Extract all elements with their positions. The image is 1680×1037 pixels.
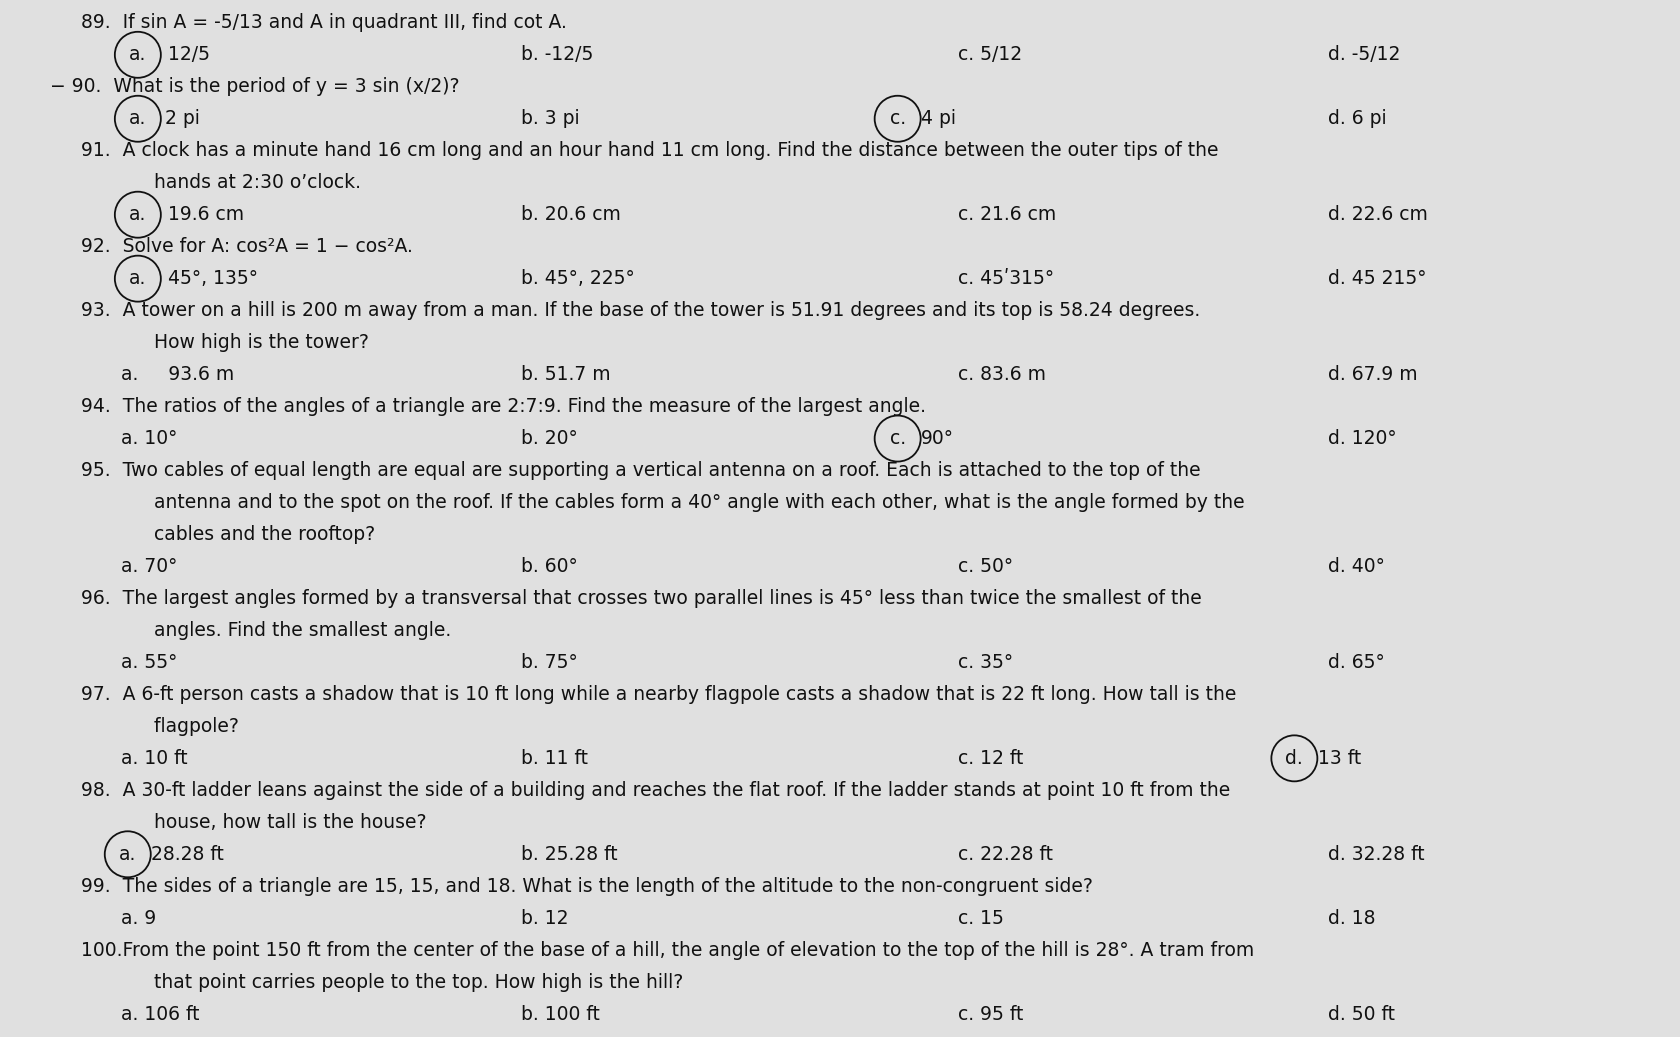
Text: 100.From the point 150 ft from the center of the base of a hill, the angle of el: 100.From the point 150 ft from the cente… (81, 941, 1253, 959)
Text: b. -12/5: b. -12/5 (521, 46, 593, 64)
Text: c. 95 ft: c. 95 ft (958, 1005, 1023, 1024)
Text: 19.6 cm: 19.6 cm (168, 205, 244, 224)
Text: c.: c. (889, 429, 906, 448)
Text: 94.  The ratios of the angles of a triangle are 2:7:9. Find the measure of the l: 94. The ratios of the angles of a triang… (81, 397, 926, 416)
Text: 99.  The sides of a triangle are 15, 15, and 18. What is the length of the altit: 99. The sides of a triangle are 15, 15, … (81, 876, 1092, 896)
Text: b. 100 ft: b. 100 ft (521, 1005, 600, 1024)
Text: b. 25.28 ft: b. 25.28 ft (521, 845, 617, 864)
Text: b. 3 pi: b. 3 pi (521, 109, 580, 129)
Text: a.: a. (129, 270, 146, 288)
Text: d. 18: d. 18 (1327, 908, 1374, 928)
Text: cables and the rooftop?: cables and the rooftop? (118, 525, 375, 544)
Text: 92.  Solve for A: cos²A = 1 − cos²A.: 92. Solve for A: cos²A = 1 − cos²A. (81, 237, 412, 256)
Text: 28.28 ft: 28.28 ft (151, 845, 223, 864)
Text: b. 51.7 m: b. 51.7 m (521, 365, 610, 384)
Text: b. 20.6 cm: b. 20.6 cm (521, 205, 620, 224)
Text: 2 pi: 2 pi (165, 109, 200, 129)
Text: c. 83.6 m: c. 83.6 m (958, 365, 1045, 384)
Text: 97.  A 6-ft person casts a shadow that is 10 ft long while a nearby flagpole cas: 97. A 6-ft person casts a shadow that is… (81, 684, 1235, 704)
Text: c. 5/12: c. 5/12 (958, 46, 1021, 64)
Text: b. 20°: b. 20° (521, 429, 578, 448)
Text: a. 9: a. 9 (121, 908, 156, 928)
Text: hands at 2:30 o’clock.: hands at 2:30 o’clock. (118, 173, 361, 192)
Text: d. 65°: d. 65° (1327, 653, 1384, 672)
Text: angles. Find the smallest angle.: angles. Find the smallest angle. (118, 621, 450, 640)
Text: 89.  If sin A = -5/13 and A in quadrant III, find cot A.: 89. If sin A = -5/13 and A in quadrant I… (81, 13, 566, 32)
Text: 91.  A clock has a minute hand 16 cm long and an hour hand 11 cm long. Find the : 91. A clock has a minute hand 16 cm long… (81, 141, 1218, 161)
Text: 93.  A tower on a hill is 200 m away from a man. If the base of the tower is 51.: 93. A tower on a hill is 200 m away from… (81, 301, 1200, 320)
Text: 98.  A 30-ft ladder leans against the side of a building and reaches the flat ro: 98. A 30-ft ladder leans against the sid… (81, 781, 1230, 800)
Text: a.: a. (129, 205, 146, 224)
Text: b. 60°: b. 60° (521, 557, 578, 576)
Text: a. 10 ft: a. 10 ft (121, 749, 188, 767)
Text: a.: a. (129, 109, 146, 129)
Text: a. 70°: a. 70° (121, 557, 178, 576)
Text: c. 15: c. 15 (958, 908, 1003, 928)
Text: 95.  Two cables of equal length are equal are supporting a vertical antenna on a: 95. Two cables of equal length are equal… (81, 461, 1200, 480)
Text: d. 22.6 cm: d. 22.6 cm (1327, 205, 1426, 224)
Text: a.: a. (129, 46, 146, 64)
Text: d. -5/12: d. -5/12 (1327, 46, 1399, 64)
Text: d. 50 ft: d. 50 ft (1327, 1005, 1394, 1024)
Text: 4 pi: 4 pi (921, 109, 956, 129)
Text: 45°, 135°: 45°, 135° (168, 270, 259, 288)
Text: How high is the tower?: How high is the tower? (118, 333, 368, 353)
Text: d. 120°: d. 120° (1327, 429, 1396, 448)
Text: c. 45ʹ315°: c. 45ʹ315° (958, 270, 1053, 288)
Text: − 90.  What is the period of y = 3 sin (x/2)?: − 90. What is the period of y = 3 sin (x… (50, 78, 460, 96)
Text: flagpole?: flagpole? (118, 717, 239, 736)
Text: a. 106 ft: a. 106 ft (121, 1005, 200, 1024)
Text: b. 45°, 225°: b. 45°, 225° (521, 270, 635, 288)
Text: house, how tall is the house?: house, how tall is the house? (118, 813, 427, 832)
Text: c. 35°: c. 35° (958, 653, 1013, 672)
Text: c. 12 ft: c. 12 ft (958, 749, 1023, 767)
Text: a.     93.6 m: a. 93.6 m (121, 365, 234, 384)
Text: a. 10°: a. 10° (121, 429, 178, 448)
Text: 90°: 90° (921, 429, 954, 448)
Text: d. 45 215°: d. 45 215° (1327, 270, 1426, 288)
Text: d. 40°: d. 40° (1327, 557, 1384, 576)
Text: b. 12: b. 12 (521, 908, 568, 928)
Text: a.: a. (119, 845, 136, 864)
Text: b. 11 ft: b. 11 ft (521, 749, 588, 767)
Text: d. 32.28 ft: d. 32.28 ft (1327, 845, 1423, 864)
Text: antenna and to the spot on the roof. If the cables form a 40° angle with each ot: antenna and to the spot on the roof. If … (118, 493, 1243, 512)
Text: d.: d. (1285, 749, 1302, 767)
Text: 13 ft: 13 ft (1317, 749, 1361, 767)
Text: c. 22.28 ft: c. 22.28 ft (958, 845, 1053, 864)
Text: 12/5: 12/5 (168, 46, 210, 64)
Text: d. 6 pi: d. 6 pi (1327, 109, 1386, 129)
Text: c.: c. (889, 109, 906, 129)
Text: c. 50°: c. 50° (958, 557, 1013, 576)
Text: that point carries people to the top. How high is the hill?: that point carries people to the top. Ho… (118, 973, 682, 991)
Text: c. 21.6 cm: c. 21.6 cm (958, 205, 1055, 224)
Text: a. 55°: a. 55° (121, 653, 178, 672)
Text: 96.  The largest angles formed by a transversal that crosses two parallel lines : 96. The largest angles formed by a trans… (81, 589, 1201, 608)
Text: b. 75°: b. 75° (521, 653, 578, 672)
Text: d. 67.9 m: d. 67.9 m (1327, 365, 1416, 384)
